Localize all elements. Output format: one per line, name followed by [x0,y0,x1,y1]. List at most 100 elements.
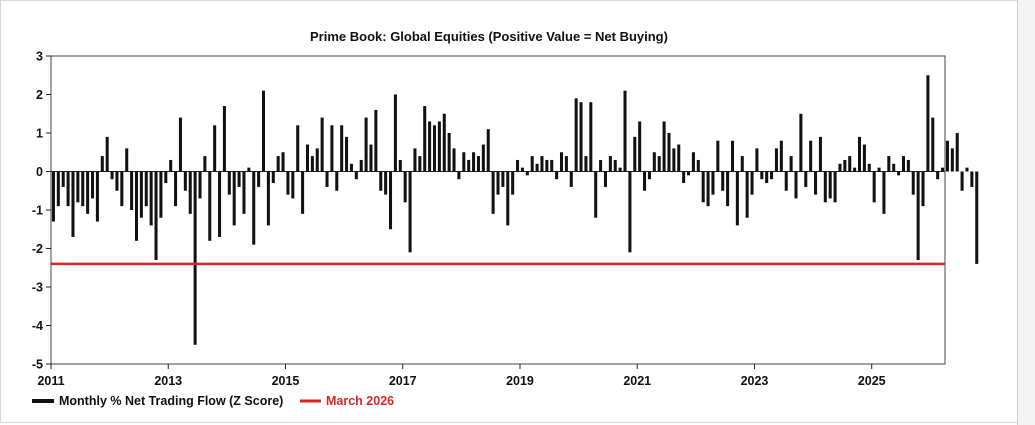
bar [164,171,168,184]
bar [520,167,524,172]
legend: Monthly % Net Trading Flow (Z Score) Mar… [32,394,394,408]
bar [555,171,559,180]
bar [61,171,65,187]
bar [770,171,774,180]
bar [647,171,651,180]
bar [711,171,715,195]
bar [291,171,295,199]
bar [643,171,647,191]
bar [799,113,803,172]
y-tick-label: 2 [36,88,43,102]
y-tick-label: 0 [36,165,43,179]
bar [110,171,114,180]
bar [476,156,480,172]
bar [779,140,783,172]
y-tick-label: -1 [32,204,43,218]
x-tick-label: 2021 [623,374,651,388]
bar [320,117,324,172]
bar [530,156,534,172]
x-tick-label: 2015 [272,374,300,388]
bar [349,163,353,172]
bar [921,171,925,207]
bar [740,156,744,172]
bar [784,171,788,191]
bar [501,171,505,187]
bar [638,121,642,172]
bar [276,156,280,172]
bar [174,171,178,207]
bar [286,171,290,195]
bar [452,148,456,172]
bar [745,171,749,218]
bar [814,171,818,195]
bar [491,171,495,214]
bar [721,171,725,191]
bar [760,171,764,180]
y-tick-label: -2 [32,242,43,256]
bar [56,171,60,207]
bar [66,171,70,207]
bar [354,171,358,180]
bar [301,171,305,214]
bar [892,163,896,172]
bar [91,171,95,199]
bar [589,102,593,172]
chart-title: Prime Book: Global Equities (Positive Va… [310,29,668,44]
bar [545,159,549,172]
y-tick-label: -5 [32,358,43,372]
x-axis: 2011 2013 2015 2017 2019 2021 2023 2025 [37,364,886,388]
bar [71,171,75,237]
bar [418,156,422,172]
bar [584,156,588,172]
window-edge-scrollbar [1017,0,1035,425]
bar [682,171,686,184]
bar [305,144,309,172]
bar [823,171,827,203]
bar [100,156,104,172]
bar [696,159,700,172]
bar [296,125,300,172]
bar [203,156,207,172]
bar [755,148,759,172]
bar [178,117,182,172]
bar [794,171,798,199]
bar [364,117,368,172]
bar [789,156,793,172]
bar [623,90,627,172]
bar [882,171,886,214]
bar [662,121,666,172]
bar [330,125,334,172]
bar [222,106,226,172]
bar [257,171,261,187]
bar [975,171,979,264]
bar [389,171,393,230]
bar [936,171,940,180]
bar [159,171,163,218]
bar [413,148,417,172]
y-tick-label: 3 [36,50,43,64]
bar [838,163,842,172]
bar [867,163,871,172]
bar [633,136,637,172]
bar [95,171,99,222]
x-tick-label: 2019 [506,374,534,388]
bar [144,171,148,207]
bar [687,171,691,176]
bar [765,171,769,184]
bar [315,148,319,172]
bar [496,171,500,195]
bar [198,171,202,199]
bar [154,171,158,261]
bar-series-monthly-flow [51,75,979,345]
y-tick-label: 1 [36,127,43,141]
bar [701,171,705,203]
bar [970,171,974,187]
bar [359,159,363,172]
bar [931,117,935,172]
bar [887,156,891,172]
x-tick-label: 2023 [741,374,769,388]
x-tick-label: 2017 [389,374,417,388]
bar [467,159,471,172]
bar [213,125,217,172]
